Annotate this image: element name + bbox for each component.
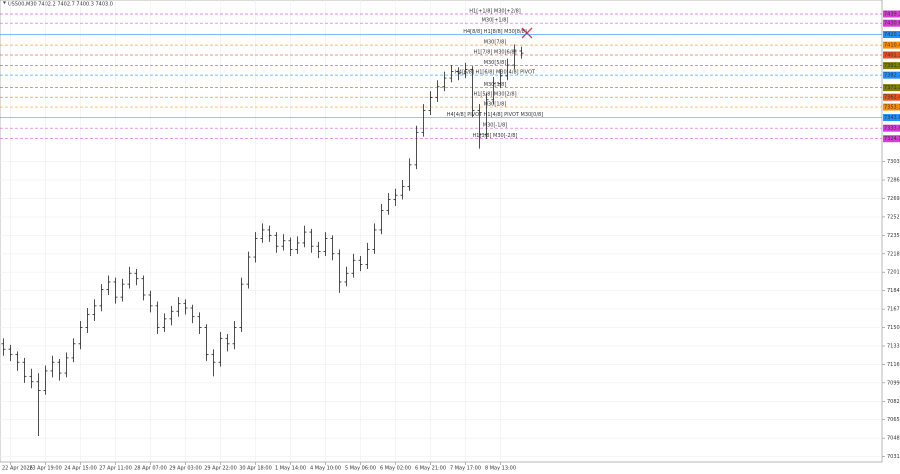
y-tick-label: 7150.0 bbox=[887, 325, 900, 331]
x-tick-label: 6 May 02:00 bbox=[380, 466, 411, 472]
y-tick-label: 7184.0 bbox=[887, 288, 900, 294]
level-price-box bbox=[883, 103, 900, 111]
level-price-box bbox=[883, 114, 900, 122]
x-tick-label: 7 May 17:00 bbox=[450, 466, 481, 472]
level-label: H4[8/8] H1[8/8] M30[8/8] bbox=[463, 29, 527, 35]
level-price-box bbox=[883, 19, 900, 27]
y-tick-label: 7048.0 bbox=[887, 436, 900, 442]
level-price: 7333.8 bbox=[884, 126, 900, 132]
level-price: 7382.7 bbox=[884, 73, 900, 79]
close-marker bbox=[521, 27, 533, 39]
level-price: 7430.6 bbox=[884, 21, 900, 27]
x-tick-label: 29 Apr 22:00 bbox=[204, 466, 237, 472]
level-price-box bbox=[883, 62, 900, 70]
y-tick-label: 7269.0 bbox=[887, 196, 900, 202]
level-label: H4[4/8] PIVOT H1[4/8] PIVOT M30[0/8] bbox=[447, 112, 543, 118]
y-tick-label: 7133.0 bbox=[887, 343, 900, 349]
x-tick-label: 24 Apr 15:00 bbox=[64, 466, 97, 472]
plot-frame bbox=[0, 0, 883, 463]
level-label: H1[7/8] M30[6/8] bbox=[473, 49, 516, 55]
level-price: 7343.6 bbox=[884, 115, 900, 121]
level-label: M30[7/8] bbox=[484, 40, 507, 46]
x-tick-label: 27 Apr 11:00 bbox=[99, 466, 132, 472]
level-price-box bbox=[883, 71, 900, 79]
level-price: 7439.1 bbox=[884, 11, 900, 17]
level-price-box bbox=[883, 41, 900, 49]
x-tick-label: 30 Apr 18:00 bbox=[239, 466, 272, 472]
y-tick-label: 7303.0 bbox=[887, 159, 900, 165]
level-label: M30[3/8] bbox=[484, 82, 507, 88]
y-tick-label: 7252.0 bbox=[887, 214, 900, 220]
level-label: M30[1/8] bbox=[484, 102, 507, 108]
y-tick-label: 7082.0 bbox=[887, 399, 900, 405]
level-label: M30[-1/8] bbox=[483, 123, 507, 129]
x-tick-label: 1 May 14:00 bbox=[275, 466, 306, 472]
level-price: 7371.2 bbox=[884, 85, 900, 91]
x-tick-label: 29 Apr 03:00 bbox=[169, 466, 202, 472]
x-tick-label: 8 May 13:00 bbox=[485, 466, 516, 472]
y-tick-label: 7099.0 bbox=[887, 380, 900, 386]
y-tick-label: 7167.0 bbox=[887, 307, 900, 313]
level-price-box bbox=[883, 135, 900, 143]
y-tick-label: 7286.0 bbox=[887, 178, 900, 184]
level-label: H1[3/8] M30[-2/8] bbox=[473, 133, 518, 139]
level-price: 7420.2 bbox=[884, 32, 900, 38]
level-price: 7353.3 bbox=[884, 105, 900, 111]
x-tick-label: 5 May 06:00 bbox=[345, 466, 376, 472]
y-tick-label: 7201.0 bbox=[887, 270, 900, 276]
level-price: 7410.4 bbox=[884, 43, 900, 49]
level-price: 7401.3 bbox=[884, 52, 900, 58]
y-tick-label: 7235.0 bbox=[887, 233, 900, 239]
level-price-box bbox=[883, 30, 900, 38]
level-label: H1[5/8] M30[2/8] bbox=[473, 92, 516, 98]
level-price-box bbox=[883, 10, 900, 18]
level-label: M30[5/8] bbox=[484, 60, 507, 66]
x-tick-label: 6 May 21:00 bbox=[415, 466, 446, 472]
level-label: H1[+1/8] M30[+2/8] bbox=[469, 8, 521, 14]
level-price-box bbox=[883, 84, 900, 92]
y-tick-label: 7218.0 bbox=[887, 251, 900, 257]
x-tick-label: 28 Apr 07:00 bbox=[134, 466, 167, 472]
level-price: 7362.4 bbox=[884, 95, 900, 101]
level-label: H4[6/8] H1[6/8] M30[4/8] PIVOT bbox=[455, 70, 536, 76]
menu-icon[interactable] bbox=[3, 1, 6, 5]
level-label: M30[+1/8] bbox=[482, 18, 509, 24]
y-tick-label: 7031.0 bbox=[887, 454, 900, 460]
x-tick-label: 23 Apr 19:00 bbox=[29, 466, 62, 472]
level-price: 7391.5 bbox=[884, 63, 900, 69]
level-price: 7324.1 bbox=[884, 136, 900, 142]
chart-title: US500,M30 7402.2 7402.7 7400.3 7403.0 bbox=[8, 2, 113, 8]
y-tick-label: 7116.0 bbox=[887, 362, 900, 368]
y-tick-label: 7065.0 bbox=[887, 417, 900, 423]
level-price-box bbox=[883, 93, 900, 101]
level-price-box bbox=[883, 124, 900, 132]
x-tick-label: 4 May 10:00 bbox=[310, 466, 341, 472]
level-price-box bbox=[883, 51, 900, 59]
x-tick-label: 22 Apr 2026 bbox=[2, 466, 33, 472]
